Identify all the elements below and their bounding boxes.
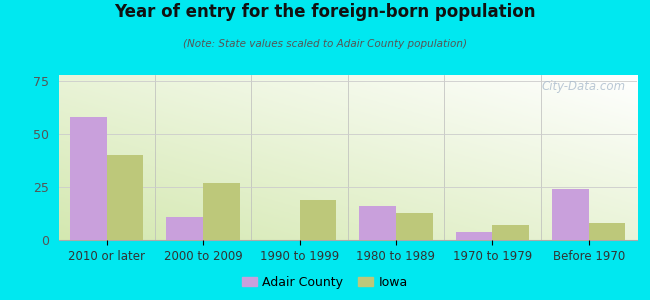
Text: (Note: State values scaled to Adair County population): (Note: State values scaled to Adair Coun… <box>183 39 467 49</box>
Bar <box>70 117 107 240</box>
Bar <box>359 206 396 240</box>
Bar <box>300 200 336 240</box>
Bar <box>107 155 144 240</box>
Text: City-Data.com: City-Data.com <box>541 80 625 93</box>
Legend: Adair County, Iowa: Adair County, Iowa <box>237 271 413 294</box>
Bar <box>589 223 625 240</box>
Bar <box>396 212 433 240</box>
Bar <box>493 225 529 240</box>
Bar <box>552 189 589 240</box>
Bar <box>456 232 493 240</box>
Bar <box>203 183 240 240</box>
Text: Year of entry for the foreign-born population: Year of entry for the foreign-born popul… <box>114 3 536 21</box>
Bar <box>166 217 203 240</box>
